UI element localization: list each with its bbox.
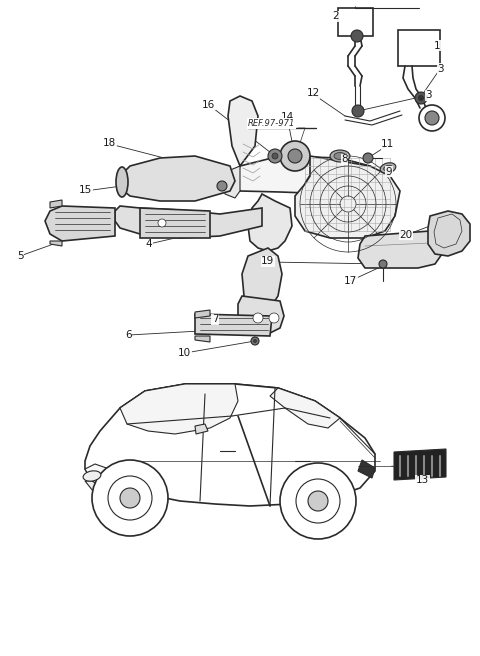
Polygon shape	[195, 310, 210, 318]
Ellipse shape	[384, 165, 392, 171]
Polygon shape	[295, 156, 400, 238]
Polygon shape	[222, 166, 240, 198]
Polygon shape	[195, 424, 208, 434]
Text: 10: 10	[178, 348, 192, 358]
Polygon shape	[398, 30, 440, 66]
Circle shape	[351, 30, 363, 42]
Text: 8: 8	[341, 154, 348, 165]
Ellipse shape	[83, 471, 101, 481]
Text: 20: 20	[399, 230, 412, 240]
Circle shape	[415, 92, 427, 104]
Text: 19: 19	[261, 256, 275, 266]
Text: REF.97-971: REF.97-971	[248, 119, 295, 128]
Text: 5: 5	[17, 251, 24, 261]
Text: 17: 17	[344, 276, 357, 286]
Circle shape	[268, 149, 282, 163]
Circle shape	[108, 476, 152, 520]
Circle shape	[296, 479, 340, 523]
Polygon shape	[50, 200, 62, 208]
Circle shape	[419, 96, 423, 100]
Polygon shape	[50, 241, 62, 246]
Polygon shape	[248, 194, 292, 251]
Text: 18: 18	[103, 138, 116, 148]
Polygon shape	[85, 384, 375, 506]
Circle shape	[280, 141, 310, 171]
Polygon shape	[228, 96, 258, 166]
Text: 13: 13	[416, 475, 429, 485]
Circle shape	[253, 313, 263, 323]
Text: 3: 3	[425, 90, 432, 100]
Polygon shape	[85, 481, 108, 498]
Text: 2: 2	[333, 11, 339, 22]
Polygon shape	[338, 8, 373, 36]
Text: 14: 14	[280, 112, 294, 122]
Circle shape	[308, 491, 328, 511]
Polygon shape	[120, 156, 235, 201]
Text: 12: 12	[306, 88, 320, 98]
Text: 1: 1	[433, 41, 440, 51]
Polygon shape	[140, 208, 210, 238]
Circle shape	[419, 105, 445, 131]
Polygon shape	[235, 156, 375, 194]
Circle shape	[280, 463, 356, 539]
Text: REF.97-971: REF.97-971	[248, 119, 295, 128]
Polygon shape	[195, 336, 210, 342]
Circle shape	[253, 340, 256, 342]
Circle shape	[120, 488, 140, 508]
Circle shape	[352, 105, 364, 117]
Polygon shape	[85, 464, 155, 496]
Circle shape	[272, 153, 278, 159]
Circle shape	[379, 260, 387, 268]
Ellipse shape	[116, 167, 128, 197]
Circle shape	[92, 460, 168, 536]
Polygon shape	[238, 296, 284, 334]
Polygon shape	[115, 206, 262, 238]
Text: 6: 6	[125, 329, 132, 340]
Polygon shape	[45, 206, 115, 241]
Text: 4: 4	[145, 239, 152, 249]
Text: 9: 9	[385, 167, 392, 177]
Polygon shape	[120, 384, 238, 434]
Polygon shape	[358, 231, 442, 268]
Circle shape	[217, 181, 227, 191]
Circle shape	[251, 337, 259, 345]
Circle shape	[269, 313, 279, 323]
Ellipse shape	[334, 152, 346, 159]
Polygon shape	[270, 388, 340, 428]
Ellipse shape	[380, 163, 396, 173]
Circle shape	[288, 149, 302, 163]
Text: 11: 11	[381, 139, 395, 150]
Polygon shape	[195, 314, 272, 336]
Text: 7: 7	[212, 314, 218, 325]
Polygon shape	[358, 460, 375, 478]
Polygon shape	[428, 211, 470, 256]
Circle shape	[158, 219, 166, 227]
Polygon shape	[242, 248, 282, 311]
Text: 3: 3	[437, 64, 444, 74]
Polygon shape	[394, 449, 446, 480]
Circle shape	[425, 111, 439, 125]
Ellipse shape	[330, 150, 350, 162]
Circle shape	[363, 153, 373, 163]
Text: 16: 16	[202, 100, 216, 110]
Text: 15: 15	[79, 185, 92, 195]
